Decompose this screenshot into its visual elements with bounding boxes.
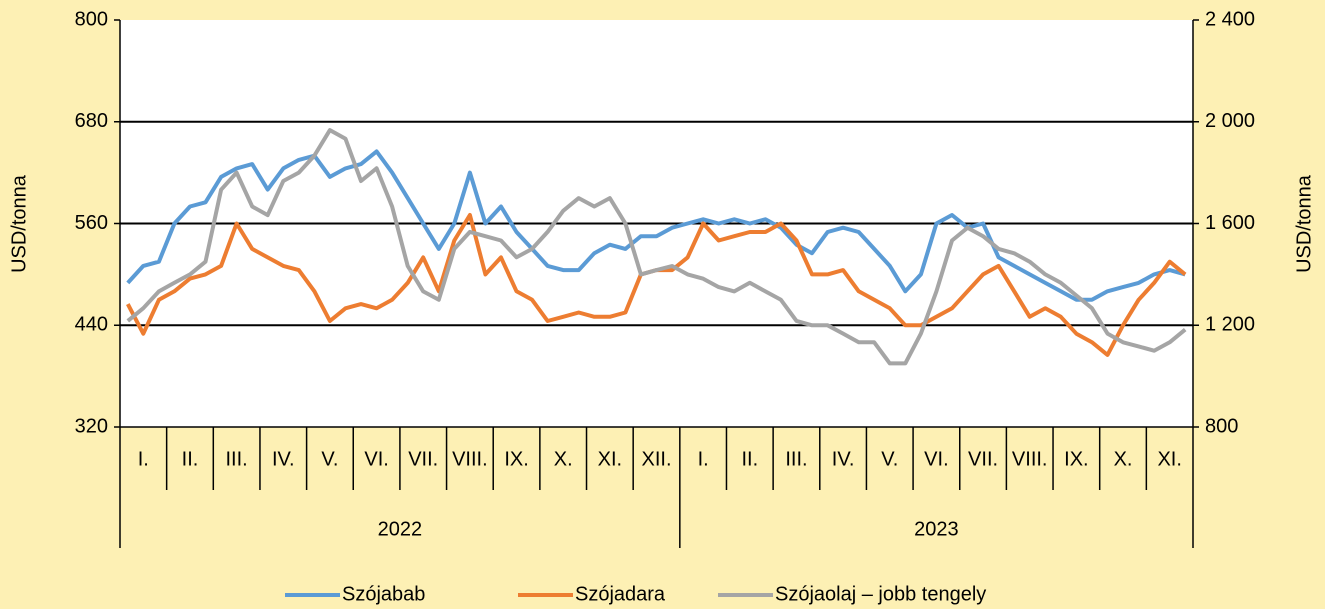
month-label: V.	[881, 448, 898, 470]
month-label: VII.	[968, 448, 998, 470]
month-label: IV.	[272, 448, 295, 470]
y2-axis-title: USD/tonna	[1293, 174, 1315, 273]
month-label: III.	[785, 448, 807, 470]
series-line	[126, 149, 1186, 302]
y-axis-title: USD/tonna	[8, 174, 30, 273]
y2-tick-label: 800	[1205, 415, 1238, 437]
month-label: VI.	[364, 448, 388, 470]
month-label: I.	[138, 448, 149, 470]
legend-label: Szójabab	[342, 583, 425, 605]
y-tick-label: 680	[75, 110, 108, 132]
month-label: III.	[226, 448, 248, 470]
month-label: V.	[321, 448, 338, 470]
month-label: XII.	[641, 448, 671, 470]
y2-tick-label: 2 400	[1205, 8, 1255, 30]
y-tick-label: 320	[75, 415, 108, 437]
month-label: XI.	[598, 448, 622, 470]
legend-label: Szójaolaj – jobb tengely	[775, 583, 986, 605]
month-label: IX.	[504, 448, 528, 470]
month-label: IX.	[1064, 448, 1088, 470]
month-label: VI.	[924, 448, 948, 470]
y-tick-label: 800	[75, 8, 108, 30]
month-label: VIII.	[452, 448, 488, 470]
year-label: 2023	[914, 518, 959, 540]
month-label: X.	[554, 448, 573, 470]
month-label: II.	[182, 448, 199, 470]
month-label: I.	[698, 448, 709, 470]
y-tick-label: 440	[75, 314, 108, 336]
y2-tick-label: 2 000	[1205, 110, 1255, 132]
month-label: VIII.	[1012, 448, 1048, 470]
month-label: XI.	[1157, 448, 1181, 470]
month-label: VII.	[408, 448, 438, 470]
y2-tick-label: 1 200	[1205, 314, 1255, 336]
month-label: II.	[741, 448, 758, 470]
month-label: X.	[1114, 448, 1133, 470]
legend-label: Szójadara	[575, 583, 666, 605]
series-line	[126, 128, 1187, 366]
month-label: IV.	[832, 448, 855, 470]
y2-tick-label: 1 600	[1205, 212, 1255, 234]
y-tick-label: 560	[75, 212, 108, 234]
year-label: 2022	[378, 518, 423, 540]
